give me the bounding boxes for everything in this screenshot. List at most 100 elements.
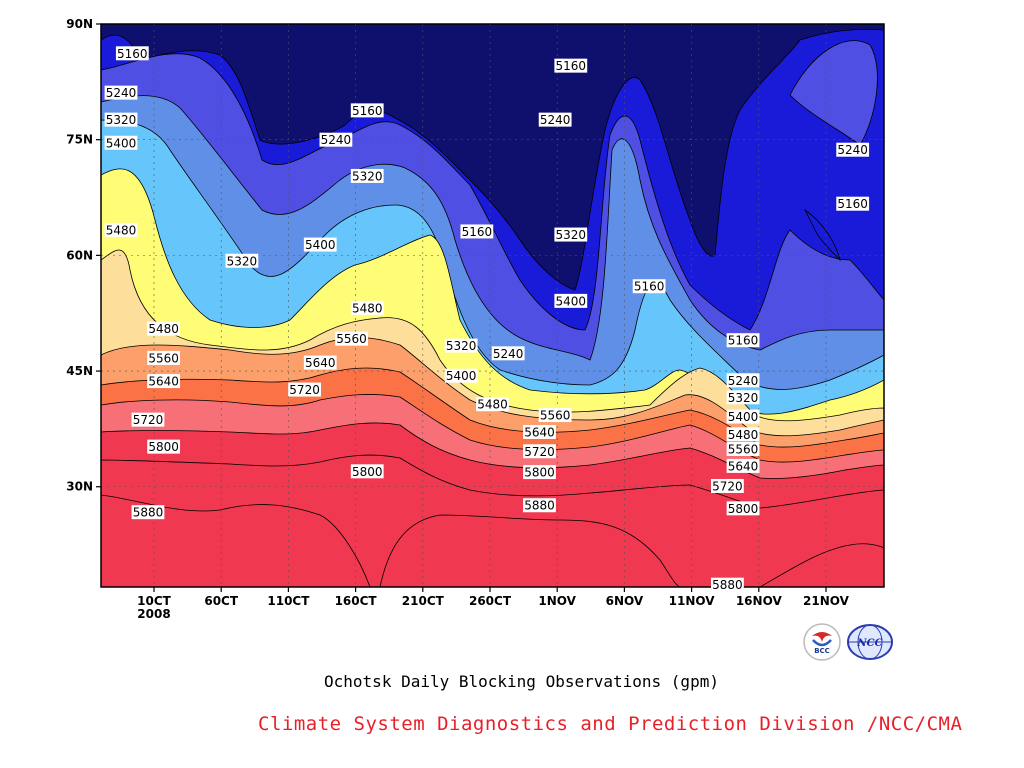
contour-label-text: 5640: [524, 425, 555, 439]
contour-label-box: [476, 397, 509, 412]
contour-label-box: [319, 132, 353, 147]
contour-label: 5800: [726, 501, 760, 516]
contour-label-text: 5560: [148, 351, 179, 365]
contour-label-text: 5800: [524, 466, 555, 480]
contour-label-box: [147, 321, 181, 336]
y-tick-label: 45N: [66, 364, 93, 378]
chart-title: Ochotsk Daily Blocking Observations (gpm…: [324, 672, 719, 691]
contour-label: 5240: [491, 346, 525, 361]
contour-label: 5560: [335, 331, 368, 346]
contour-label: 5400: [104, 135, 138, 150]
contour-label: 5640: [726, 458, 760, 473]
contour-label-box: [836, 196, 870, 211]
contour-label: 5160: [726, 333, 760, 348]
axes: 30N 45N 60N 75N 90N 10CT 60CT 110CT 160CT 210CT 26…: [66, 17, 849, 621]
contour-label-text: 5240: [837, 143, 868, 157]
contour-label-box: [726, 409, 760, 424]
x-tick-label: 16NOV: [736, 594, 783, 608]
contour-band-upper-right: [789, 40, 878, 146]
contour-label-text: 5640: [148, 375, 179, 389]
contour-label: 5400: [554, 293, 588, 308]
contour-label: 5480: [476, 397, 509, 412]
contour-label: 5240: [538, 112, 572, 127]
contour-label-text: 5400: [305, 238, 336, 252]
contour-label-text: 5160: [837, 197, 868, 211]
contour-label: 5720: [523, 444, 556, 459]
contour-label: 5480: [104, 222, 138, 237]
contour-label-text: 5400: [556, 294, 587, 308]
contour-label-text: 5320: [352, 169, 383, 183]
contour-label: 5480: [726, 427, 760, 442]
contour-label: 5240: [726, 373, 760, 388]
contour-label: 5400: [726, 409, 760, 424]
contour-label-text: 5400: [728, 410, 759, 424]
contour-band-upper-right-inner: [803, 208, 841, 262]
contour-label: 5480: [350, 300, 384, 315]
contour-label: 5560: [726, 441, 760, 456]
contour-label-text: 5320: [106, 113, 137, 127]
contour-label: 5800: [523, 465, 556, 480]
contour-label-text: 5800: [352, 465, 383, 479]
contour-label-box: [131, 412, 165, 427]
contour-label: 5320: [104, 112, 138, 127]
contour-label: 5480: [147, 321, 181, 336]
contour-label-box: [104, 112, 138, 127]
contour-label: 5640: [303, 355, 337, 370]
x-tick-label: 10CT: [137, 594, 172, 608]
contour-label-text: 5160: [462, 225, 493, 239]
x-tick-label: 1NOV: [538, 594, 576, 608]
contour-label-box: [147, 439, 181, 454]
contour-label-text: 5720: [289, 383, 320, 397]
y-tick-label: 60N: [66, 248, 93, 262]
contour-label-text: 5480: [106, 223, 137, 237]
contour-label-box: [104, 135, 138, 150]
contour-label-text: 5400: [446, 369, 477, 383]
contour-label-box: [444, 368, 478, 383]
x-tick-label: 6NOV: [606, 594, 644, 608]
contour-label: 5320: [726, 390, 760, 405]
contour-label: 5160: [632, 279, 666, 294]
ncc-logo-text: NCC: [856, 638, 882, 649]
contour-label-box: [726, 427, 760, 442]
contour-label: 5880: [523, 498, 556, 513]
contour-label-box: [554, 227, 588, 242]
contour-label-text: 5480: [148, 322, 179, 336]
grid-lines: [101, 24, 884, 587]
contour-label-box: [554, 293, 588, 308]
contour-label-box: [726, 333, 760, 348]
contour-label: 5640: [523, 424, 556, 439]
contour-label-box: [147, 350, 181, 365]
contour-label-box: [350, 103, 384, 118]
x-tick-label: 110CT: [267, 594, 310, 608]
contour-label-text: 5160: [117, 47, 148, 61]
plot-frame: [100, 23, 885, 588]
contour-label-box: [632, 279, 666, 294]
contour-label-box: [104, 85, 138, 100]
contour-label-text: 5160: [352, 104, 383, 118]
contour-label-text: 5320: [728, 391, 759, 405]
ncc-logo: NCC: [847, 624, 893, 660]
contour-label-text: 5720: [133, 413, 164, 427]
contour-label: 5640: [147, 374, 181, 389]
contour-label: 5880: [131, 505, 165, 520]
contour-label: 5160: [554, 58, 588, 73]
contour-label-text: 5160: [556, 59, 587, 73]
contour-label-box: [115, 46, 149, 61]
y-tick-label: 90N: [66, 17, 93, 31]
bcc-logo: BCC: [803, 623, 841, 661]
contour-label-text: 5240: [540, 113, 571, 127]
contour-label: 5720: [288, 382, 321, 397]
y-tick-label: 75N: [66, 133, 93, 147]
contour-label-box: [147, 374, 181, 389]
contour-label-box: [350, 464, 384, 479]
contour-fills: [101, 24, 884, 587]
contour-label-box: [711, 478, 744, 493]
contour-label: 5160: [115, 46, 149, 61]
contour-label-box: [523, 424, 556, 439]
contour-label-text: 5880: [524, 499, 555, 513]
contour-label-box: [836, 142, 870, 157]
contour-label-text: 5880: [133, 506, 164, 520]
contour-label-box: [523, 465, 556, 480]
x-tick-label: 11NOV: [669, 594, 716, 608]
